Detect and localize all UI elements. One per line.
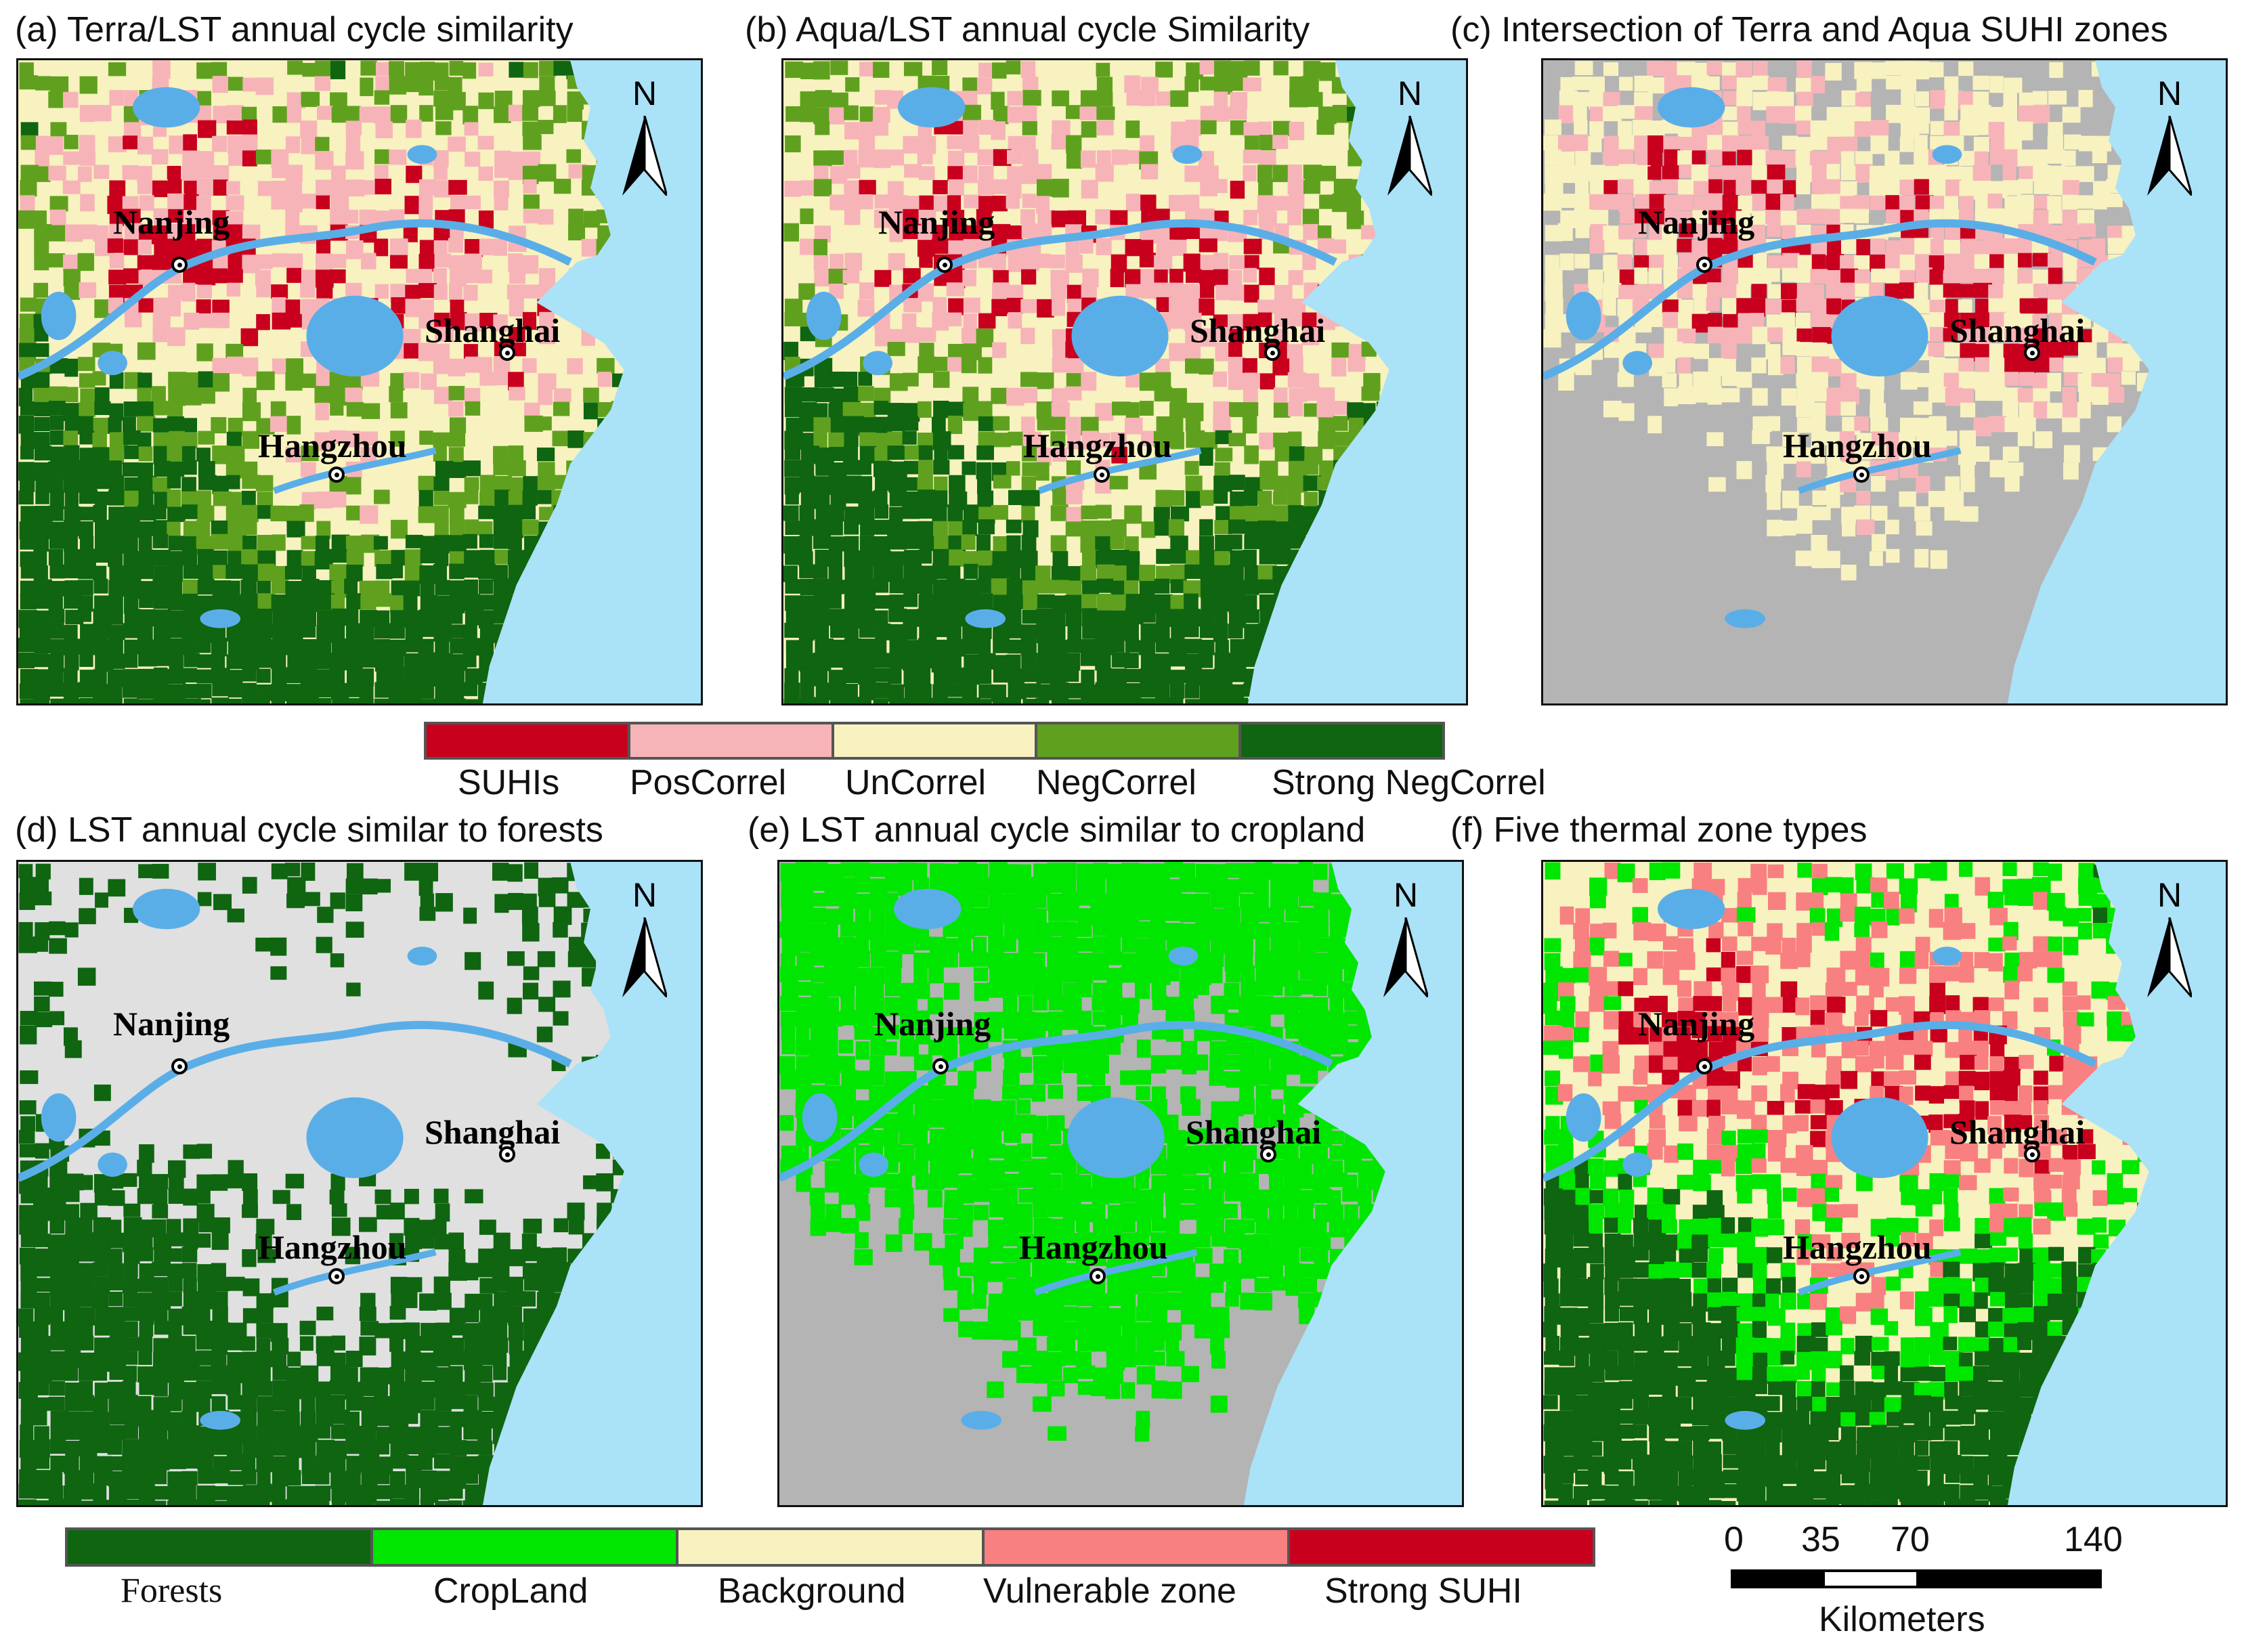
city-marker-icon (2024, 1146, 2040, 1162)
city-label-shanghai: Shanghai (1186, 1113, 1322, 1151)
north-arrow-icon: N (1379, 74, 1440, 202)
legend-top (424, 722, 1445, 760)
city-marker-icon (1260, 1146, 1276, 1162)
city-label-hangzhou: Hangzhou (1019, 1228, 1168, 1266)
legend-top-label-uncorrel: UnCorrel (845, 763, 987, 802)
map-raster-b (783, 60, 1466, 703)
city-marker-icon (1089, 1268, 1106, 1284)
scale-bar (1731, 1569, 2102, 1588)
legend-bottom-swatch-strong-suhi (1289, 1530, 1593, 1564)
north-arrow-icon: N (614, 74, 675, 202)
north-label: N (632, 74, 657, 112)
panel-title-b: (b) Aqua/LST annual cycle Similarity (745, 10, 1310, 49)
city-marker-icon (499, 345, 515, 361)
city-marker-icon (1696, 1058, 1712, 1074)
panel-title-f: (f) Five thermal zone types (1450, 810, 1868, 850)
city-marker-icon (2024, 345, 2040, 361)
city-label-shanghai: Shanghai (425, 1113, 561, 1151)
map-panel-a: N Nanjing Shanghai Hangzhou (16, 58, 703, 705)
city-label-hangzhou: Hangzhou (258, 427, 407, 464)
legend-bottom-swatch-forests (68, 1530, 374, 1564)
north-arrow-icon: N (614, 875, 675, 1004)
legend-bottom-swatch-vulnerable-zone (984, 1530, 1290, 1564)
legend-bottom-label-strong-suhi: Strong SUHI (1324, 1571, 1522, 1611)
scale-tick-140: 140 (2064, 1520, 2123, 1559)
city-marker-icon (1264, 345, 1280, 361)
north-label: N (2157, 876, 2182, 914)
map-raster-a (18, 60, 701, 703)
city-label-nanjing: Nanjing (1638, 1005, 1755, 1043)
map-raster-c (1543, 60, 2226, 703)
city-label-hangzhou: Hangzhou (258, 1228, 407, 1266)
city-label-nanjing: Nanjing (1638, 203, 1755, 241)
city-label-shanghai: Shanghai (425, 311, 561, 349)
map-panel-e: N Nanjing Shanghai Hangzhou (777, 860, 1464, 1507)
city-label-hangzhou: Hangzhou (1023, 427, 1172, 464)
city-marker-icon (932, 1058, 949, 1074)
scale-tick-70: 70 (1891, 1520, 1930, 1559)
legend-bottom-label-vulnerable-zone: Vulnerable zone (983, 1571, 1236, 1611)
legend-top-label-suhis: SUHIs (458, 763, 560, 802)
legend-bottom-swatch-background (678, 1530, 985, 1564)
legend-top-swatch-negcorrel (1037, 724, 1242, 757)
panel-title-a: (a) Terra/LST annual cycle similarity (15, 10, 574, 49)
panel-title-e: (e) LST annual cycle similar to cropland (748, 810, 1366, 850)
city-marker-icon (1853, 466, 1870, 483)
legend-top-swatch-strong-negcorrel (1241, 724, 1442, 757)
scale-unit: Kilometers (1819, 1600, 1985, 1639)
city-label-nanjing: Nanjing (874, 1005, 991, 1043)
legend-top-swatch-uncorrel (834, 724, 1038, 757)
map-panel-d: N Nanjing Shanghai Hangzhou (16, 860, 703, 1507)
legend-bottom-label-cropland: CropLand (433, 1571, 588, 1611)
scale-tick-0: 0 (1724, 1520, 1744, 1559)
map-raster-f (1543, 862, 2226, 1505)
north-label: N (2157, 74, 2182, 112)
city-label-nanjing: Nanjing (113, 1005, 230, 1043)
legend-bottom-swatch-cropland (373, 1530, 679, 1564)
city-label-hangzhou: Hangzhou (1783, 1228, 1932, 1266)
legend-bottom-label-background: Background (718, 1571, 906, 1611)
north-arrow-icon: N (1375, 875, 1436, 1004)
legend-top-label-poscorrel: PosCorrel (630, 763, 787, 802)
city-marker-icon (936, 257, 953, 273)
panel-title-d: (d) LST annual cycle similar to forests (15, 810, 603, 850)
city-marker-icon (1853, 1268, 1870, 1284)
map-panel-c: N Nanjing Shanghai Hangzhou (1541, 58, 2228, 705)
city-label-hangzhou: Hangzhou (1783, 427, 1932, 464)
map-raster-d (18, 862, 701, 1505)
north-arrow-icon: N (2139, 74, 2200, 202)
north-arrow-icon: N (2139, 875, 2200, 1004)
city-marker-icon (499, 1146, 515, 1162)
city-marker-icon (1094, 466, 1110, 483)
city-label-nanjing: Nanjing (878, 203, 995, 241)
map-raster-e (779, 862, 1462, 1505)
north-label: N (632, 876, 657, 914)
city-marker-icon (171, 1058, 188, 1074)
city-label-nanjing: Nanjing (113, 203, 230, 241)
city-label-shanghai: Shanghai (1949, 311, 2086, 349)
city-marker-icon (1696, 257, 1712, 273)
north-label: N (1393, 876, 1419, 914)
legend-top-swatch-suhis (427, 724, 630, 757)
city-label-shanghai: Shanghai (1190, 311, 1326, 349)
city-marker-icon (171, 257, 188, 273)
map-panel-b: N Nanjing Shanghai Hangzhou (781, 58, 1468, 705)
legend-top-swatch-poscorrel (630, 724, 834, 757)
map-panel-f: N Nanjing Shanghai Hangzhou (1541, 860, 2228, 1507)
city-label-shanghai: Shanghai (1949, 1113, 2086, 1151)
north-label: N (1397, 74, 1423, 112)
scale-tick-35: 35 (1801, 1520, 1840, 1559)
legend-top-label-negcorrel: NegCorrel (1036, 763, 1196, 802)
legend-bottom (65, 1527, 1595, 1567)
legend-top-label-strong-negcorrel: Strong NegCorrel (1272, 763, 1546, 802)
city-marker-icon (328, 1268, 345, 1284)
city-marker-icon (328, 466, 345, 483)
legend-bottom-label-forests: Forests (121, 1571, 223, 1610)
panel-title-c: (c) Intersection of Terra and Aqua SUHI … (1450, 10, 2168, 49)
